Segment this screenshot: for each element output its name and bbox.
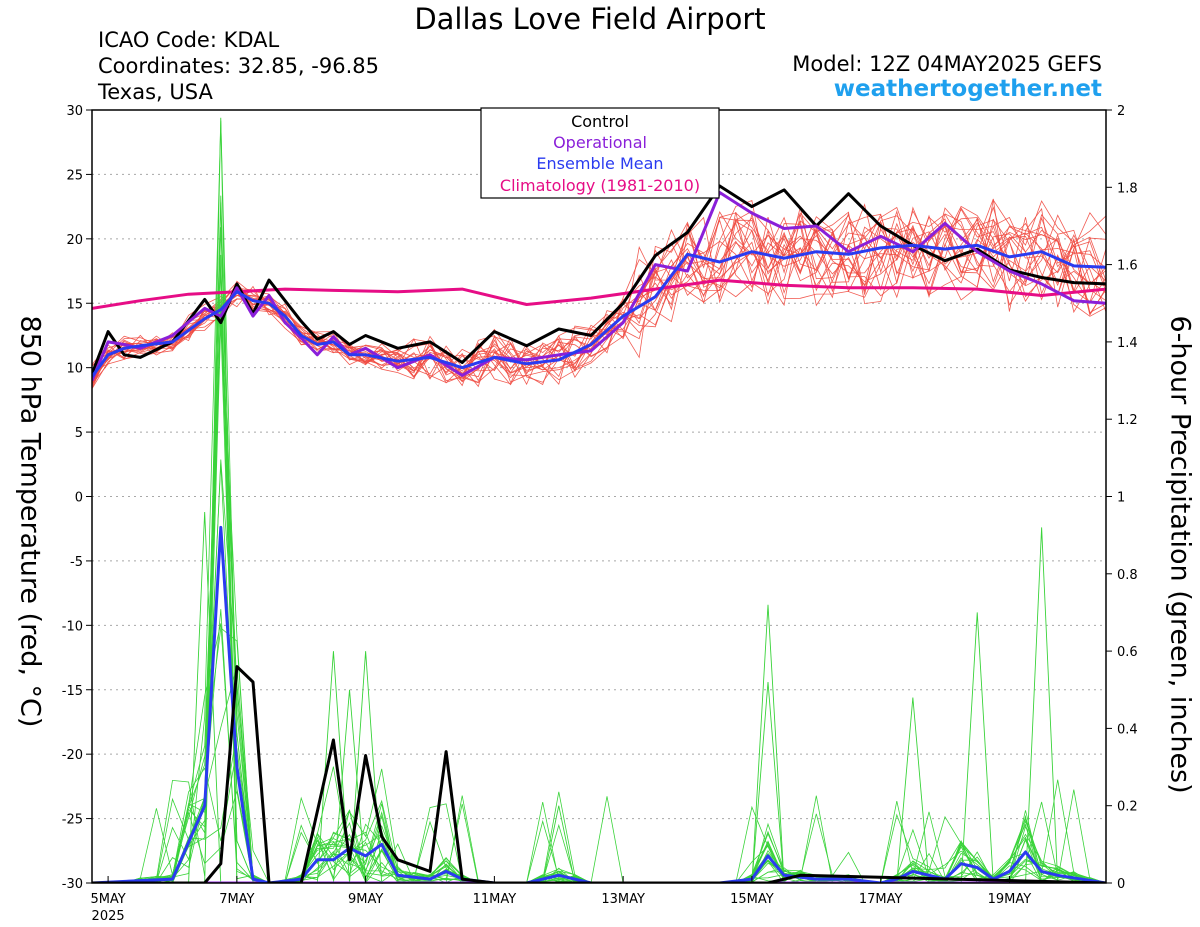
legend-operational: Operational: [553, 133, 647, 152]
y-right-tick-label: 1.4: [1117, 336, 1138, 351]
y-right-tick-label: 0: [1117, 877, 1125, 892]
y-tick-label: -15: [62, 684, 83, 699]
y-right-tick-label: 0.6: [1117, 645, 1138, 660]
icao-code: ICAO Code: KDAL: [98, 28, 280, 52]
x-tick-label: 15MAY: [730, 892, 774, 907]
precipitation-ensemble-spike: [1025, 527, 1059, 883]
y-right-tick-label: 0.8: [1117, 568, 1138, 583]
y-right-tick-label: 1.6: [1117, 259, 1138, 274]
legend-box: [480, 107, 720, 199]
temperature-ensemble-mean-line: [92, 243, 1106, 378]
precipitation-ensemble-spike: [960, 612, 994, 883]
grid: [92, 173, 1106, 820]
y-tick-label: 10: [66, 362, 83, 377]
y-tick-label: 25: [66, 168, 83, 183]
site-link[interactable]: weathertogether.net: [833, 76, 1102, 102]
model-run: Model: 12Z 04MAY2025 GEFS: [792, 52, 1102, 76]
x-tick-label: 17MAY: [859, 892, 903, 907]
y-right-tick-label: 0.4: [1117, 722, 1138, 737]
precipitation-ensemble-member: [92, 627, 1106, 883]
precipitation-ensemble-spike: [751, 604, 785, 883]
precipitation-ensemble-spike: [316, 651, 350, 883]
y-tick-label: 30: [66, 104, 83, 119]
plot-area: [92, 117, 1106, 883]
y-tick-label: -25: [62, 813, 83, 828]
x-tick-label: 11MAY: [473, 892, 517, 907]
precipitation-ensemble-spike: [896, 697, 930, 883]
axes: -30-25-20-15-10-505101520253000.20.40.60…: [62, 104, 1138, 924]
temperature-ensemble-member: [92, 215, 1106, 386]
x-tick-label: 5MAY: [90, 892, 125, 907]
y-right-tick-label: 1: [1117, 491, 1125, 506]
precipitation-ensemble-member: [92, 268, 1106, 883]
y-right-tick-label: 1.8: [1117, 181, 1138, 196]
x-tick-label: 13MAY: [601, 892, 645, 907]
legend-climatology: Climatology (1981-2010): [500, 176, 700, 195]
y-tick-label: 5: [75, 426, 83, 441]
chart-title: Dallas Love Field Airport: [414, 2, 766, 36]
y-right-tick-label: 2: [1117, 104, 1125, 119]
y-tick-label: -20: [62, 748, 83, 763]
temperature-climatology-1981-2010-line: [92, 278, 1106, 310]
precipitation-control-line: [92, 665, 1106, 883]
y-tick-label: -30: [62, 877, 83, 892]
y-tick-label: 20: [66, 233, 83, 248]
x-tick-label: 19MAY: [988, 892, 1032, 907]
precipitation-ensemble-spike: [188, 511, 222, 883]
precipitation-ensemble-member: [92, 666, 1106, 883]
y-tick-label: -10: [62, 619, 83, 634]
x-tick-sublabel: 2025: [92, 909, 125, 924]
legend: Control Operational Ensemble Mean Climat…: [480, 107, 720, 199]
legend-control: Control: [571, 112, 629, 131]
region: Texas, USA: [98, 80, 213, 104]
y-tick-label: 0: [75, 491, 83, 506]
coordinates: Coordinates: 32.85, -96.85: [98, 54, 379, 78]
precipitation-ensemble-spike: [332, 689, 367, 883]
precipitation-ensemble-spike: [542, 805, 576, 883]
precipitation-ensemble-member: [92, 623, 1106, 883]
y-right-tick-label: 1.2: [1117, 413, 1138, 428]
x-tick-label: 7MAY: [219, 892, 254, 907]
y-tick-label: 15: [66, 297, 83, 312]
x-tick-label: 9MAY: [348, 892, 383, 907]
y-right-tick-label: 0.2: [1117, 800, 1138, 815]
legend-ensemble-mean: Ensemble Mean: [536, 154, 663, 173]
precipitation-ensemble-spike: [751, 681, 785, 883]
y-tick-label: -5: [70, 555, 83, 570]
precipitation-ensemble-mean-line: [92, 525, 1106, 883]
